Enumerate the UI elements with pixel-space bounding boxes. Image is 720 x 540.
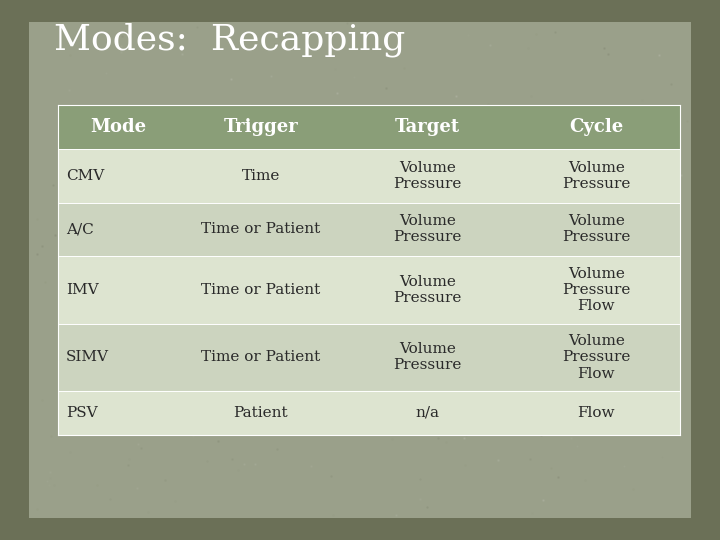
Text: Time: Time [242, 168, 280, 183]
Text: Volume
Pressure: Volume Pressure [394, 214, 462, 245]
Text: Time or Patient: Time or Patient [202, 283, 320, 297]
Text: Mode: Mode [90, 118, 146, 136]
Text: Volume
Pressure: Volume Pressure [562, 214, 631, 245]
FancyBboxPatch shape [58, 105, 680, 149]
Text: Volume
Pressure
Flow: Volume Pressure Flow [562, 267, 631, 313]
Text: Cycle: Cycle [569, 118, 624, 136]
FancyBboxPatch shape [29, 22, 691, 518]
Text: Time or Patient: Time or Patient [202, 222, 320, 237]
Text: Volume
Pressure: Volume Pressure [394, 342, 462, 373]
Text: Volume
Pressure: Volume Pressure [394, 160, 462, 191]
Text: CMV: CMV [66, 168, 104, 183]
FancyBboxPatch shape [58, 391, 680, 435]
Text: Time or Patient: Time or Patient [202, 350, 320, 365]
Text: n/a: n/a [415, 406, 440, 420]
Text: Flow: Flow [577, 406, 615, 420]
Text: Patient: Patient [234, 406, 288, 420]
Text: SIMV: SIMV [66, 350, 109, 365]
Text: Volume
Pressure: Volume Pressure [394, 275, 462, 305]
Text: Modes:  Recapping: Modes: Recapping [54, 22, 405, 57]
Text: A/C: A/C [66, 222, 94, 237]
Text: Trigger: Trigger [224, 118, 298, 136]
FancyBboxPatch shape [58, 202, 680, 256]
Text: Target: Target [395, 118, 460, 136]
Text: Volume
Pressure: Volume Pressure [562, 160, 631, 191]
Text: PSV: PSV [66, 406, 98, 420]
Text: IMV: IMV [66, 283, 99, 297]
FancyBboxPatch shape [58, 256, 680, 323]
Text: Volume
Pressure
Flow: Volume Pressure Flow [562, 334, 631, 381]
FancyBboxPatch shape [58, 149, 680, 202]
FancyBboxPatch shape [58, 323, 680, 391]
